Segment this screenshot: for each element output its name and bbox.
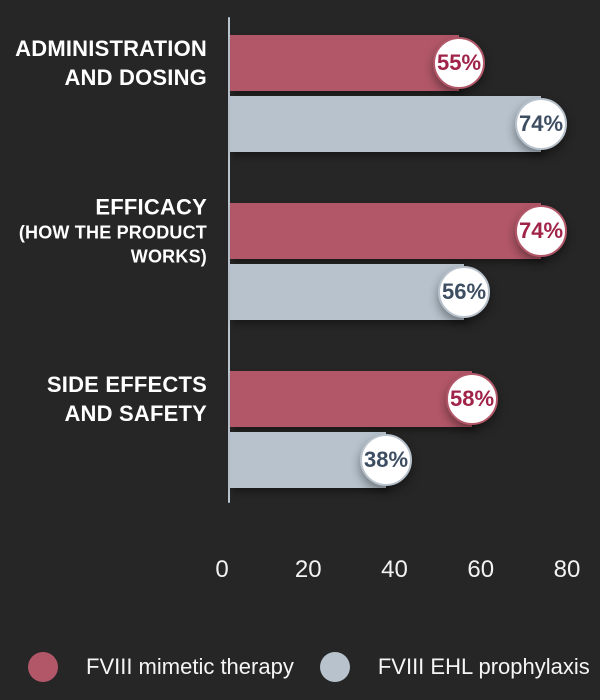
x-tick-label: 0 bbox=[215, 556, 229, 583]
legend: FVIII mimetic therapy FVIII EHL prophylax… bbox=[28, 652, 590, 682]
bar-series-1 bbox=[230, 371, 472, 427]
category-title-line: AND SAFETY bbox=[64, 401, 207, 426]
legend-label: FVIII EHL prophylaxis bbox=[377, 654, 590, 679]
value-badge: 56% bbox=[438, 266, 490, 318]
legend-item-series-1: FVIII mimetic therapy bbox=[28, 652, 294, 682]
category-title-line: AND DOSING bbox=[64, 65, 207, 90]
bar-series-1 bbox=[230, 203, 541, 259]
bar-series-1 bbox=[230, 35, 459, 91]
value-badge: 74% bbox=[515, 98, 567, 150]
legend-swatch-icon bbox=[28, 652, 58, 682]
y-axis-line bbox=[228, 17, 230, 503]
category-title-line: ADMINISTRATION bbox=[15, 35, 207, 61]
x-tick-label: 20 bbox=[294, 556, 322, 583]
legend-item-series-2: FVIII EHL prophylaxis bbox=[319, 652, 590, 682]
category-subtitle-line: WORKS) bbox=[130, 246, 207, 267]
category-title-line: EFFICACY bbox=[95, 194, 207, 220]
category-label: SIDE EFFECTS AND SAFETY bbox=[0, 370, 207, 428]
category-title-line: SIDE EFFECTS bbox=[46, 371, 207, 397]
x-tick-label: 60 bbox=[467, 556, 495, 583]
category-label: ADMINISTRATION AND DOSING bbox=[0, 34, 207, 92]
value-badge: 74% bbox=[515, 205, 567, 257]
value-badge: 58% bbox=[446, 373, 498, 425]
category-label: EFFICACY (HOW THE PRODUCT WORKS) bbox=[0, 193, 207, 270]
x-tick-label: 80 bbox=[553, 556, 581, 583]
category-subtitle-line: (HOW THE PRODUCT bbox=[18, 222, 207, 243]
bar-series-2 bbox=[230, 96, 541, 152]
x-tick-label: 40 bbox=[381, 556, 408, 583]
value-badge: 55% bbox=[433, 37, 485, 89]
legend-swatch-icon bbox=[319, 652, 350, 682]
value-badge: 38% bbox=[360, 434, 412, 486]
legend-label: FVIII mimetic therapy bbox=[86, 654, 294, 679]
bar-series-2 bbox=[230, 264, 464, 320]
